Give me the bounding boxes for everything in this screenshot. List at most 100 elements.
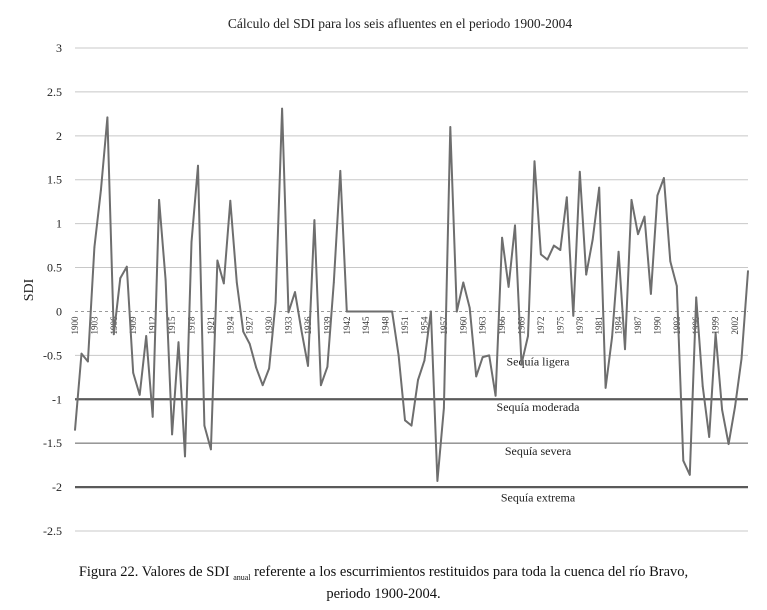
sdi-point [701, 385, 704, 387]
x-tick-label: 1972 [536, 316, 546, 334]
sdi-point [637, 233, 639, 236]
sdi-point [229, 199, 232, 202]
x-tick-label: 1945 [361, 316, 371, 335]
sdi-point [675, 285, 678, 287]
sdi-point [209, 448, 212, 451]
sdi-point [384, 310, 387, 313]
sdi-point [151, 415, 154, 418]
y-tick-labels: 3 2.5 2 1.5 1 0.5 0 -0.5 -1 -1.5 -2 -2.5 [43, 41, 62, 538]
x-tick-label: 1942 [342, 316, 352, 334]
sdi-point [164, 278, 167, 281]
sdi-point [119, 277, 122, 279]
x-tick-label: 2002 [730, 316, 740, 334]
sdi-point [242, 330, 245, 333]
sdi-point [475, 375, 478, 378]
x-tick-label: 1969 [517, 316, 527, 335]
sdi-point [171, 433, 173, 436]
drought-threshold-lines [75, 398, 748, 489]
figure-caption-line2: periodo 1900-2004. [326, 586, 441, 602]
sdi-point [650, 292, 652, 295]
drought-zone-labels: Sequía ligera Sequía moderada Sequía sever… [497, 355, 581, 505]
sdi-point [112, 333, 115, 336]
caption-text-post: referente a los escurrimientos restituid… [254, 564, 689, 580]
x-tick-label: 1975 [555, 316, 565, 335]
sdi-point [688, 473, 691, 476]
sdi-point [87, 360, 89, 363]
sdi-point [274, 301, 277, 304]
sdi-series [74, 107, 749, 482]
sdi-point [572, 314, 575, 317]
sdi-point [449, 126, 452, 128]
x-tick-label: 1936 [303, 316, 313, 335]
sdi-point [721, 408, 724, 411]
x-tick-label: 1927 [245, 316, 255, 335]
sdi-point [378, 310, 381, 313]
sdi-point [300, 329, 303, 332]
sdi-point [578, 170, 581, 173]
y-tick-label: 3 [56, 41, 62, 55]
caption-subscript: anual [233, 572, 251, 582]
x-tick-label: 1978 [575, 316, 585, 335]
x-tick-label: 1918 [186, 316, 196, 335]
sdi-point [358, 310, 361, 313]
sdi-point [533, 160, 536, 163]
sdi-point [430, 310, 432, 313]
sdi-point [332, 281, 335, 284]
x-tick-label: 1912 [148, 316, 158, 334]
sdi-point [436, 480, 439, 482]
sdi-point [391, 310, 393, 313]
sdi-point [617, 250, 620, 253]
y-tick-label: 0 [56, 304, 62, 318]
x-tick-label: 1954 [419, 316, 429, 335]
x-tick-label: 1900 [70, 316, 80, 335]
sdi-point [507, 285, 510, 288]
sdi-point [656, 194, 659, 197]
x-tick-label: 1960 [458, 316, 468, 335]
sdi-point [423, 359, 426, 362]
chart-title: Cálculo del SDI para los seis afluentes … [228, 16, 572, 31]
zone-label: Sequía extrema [501, 491, 576, 505]
sdi-point [740, 357, 743, 360]
sdi-point [190, 241, 193, 243]
x-tick-label: 1990 [652, 316, 662, 335]
sdi-point [591, 238, 594, 241]
x-tick-labels: 1900 1903 1906 1909 1912 1915 1918 1921 1924 1927… [70, 316, 740, 335]
sdi-point [565, 196, 568, 199]
sdi-point [488, 354, 491, 357]
sdi-point [714, 332, 717, 335]
sdi-point [255, 366, 258, 369]
sdi-point [397, 354, 400, 357]
y-tick-label: 0.5 [47, 261, 62, 275]
sdi-point [320, 384, 322, 387]
x-tick-label: 1957 [439, 316, 449, 335]
sdi-point [222, 282, 225, 285]
y-axis-label: SDI [22, 278, 37, 301]
sdi-point [99, 189, 102, 192]
x-tick-label: 1930 [264, 316, 274, 335]
y-tick-label: -2 [52, 480, 62, 494]
x-tick-label: 1996 [691, 316, 701, 335]
sdi-point [546, 258, 549, 261]
sdi-point [520, 363, 523, 366]
sdi-point [106, 116, 109, 119]
sdi-point [695, 296, 698, 299]
x-tick-label: 1987 [633, 316, 643, 335]
x-tick-label: 1948 [381, 316, 391, 335]
sdi-point [481, 356, 484, 359]
sdi-point [552, 244, 555, 247]
sdi-point [125, 265, 128, 268]
sdi-point [442, 407, 445, 409]
sdi-point [261, 384, 264, 387]
sdi-point [598, 186, 601, 189]
sdi-point [410, 424, 413, 427]
y-tick-label: 1 [56, 217, 62, 231]
caption-text-pre: Figura 22. Valores de SDI [78, 564, 230, 580]
gridlines [75, 47, 748, 532]
sdi-point [455, 310, 458, 313]
x-tick-label: 1963 [478, 316, 488, 335]
x-tick-label: 1903 [89, 316, 99, 335]
sdi-point [74, 429, 76, 431]
x-tick-label: 1981 [594, 316, 604, 334]
x-tick-label: 1993 [672, 316, 682, 335]
sdi-point [585, 273, 588, 276]
